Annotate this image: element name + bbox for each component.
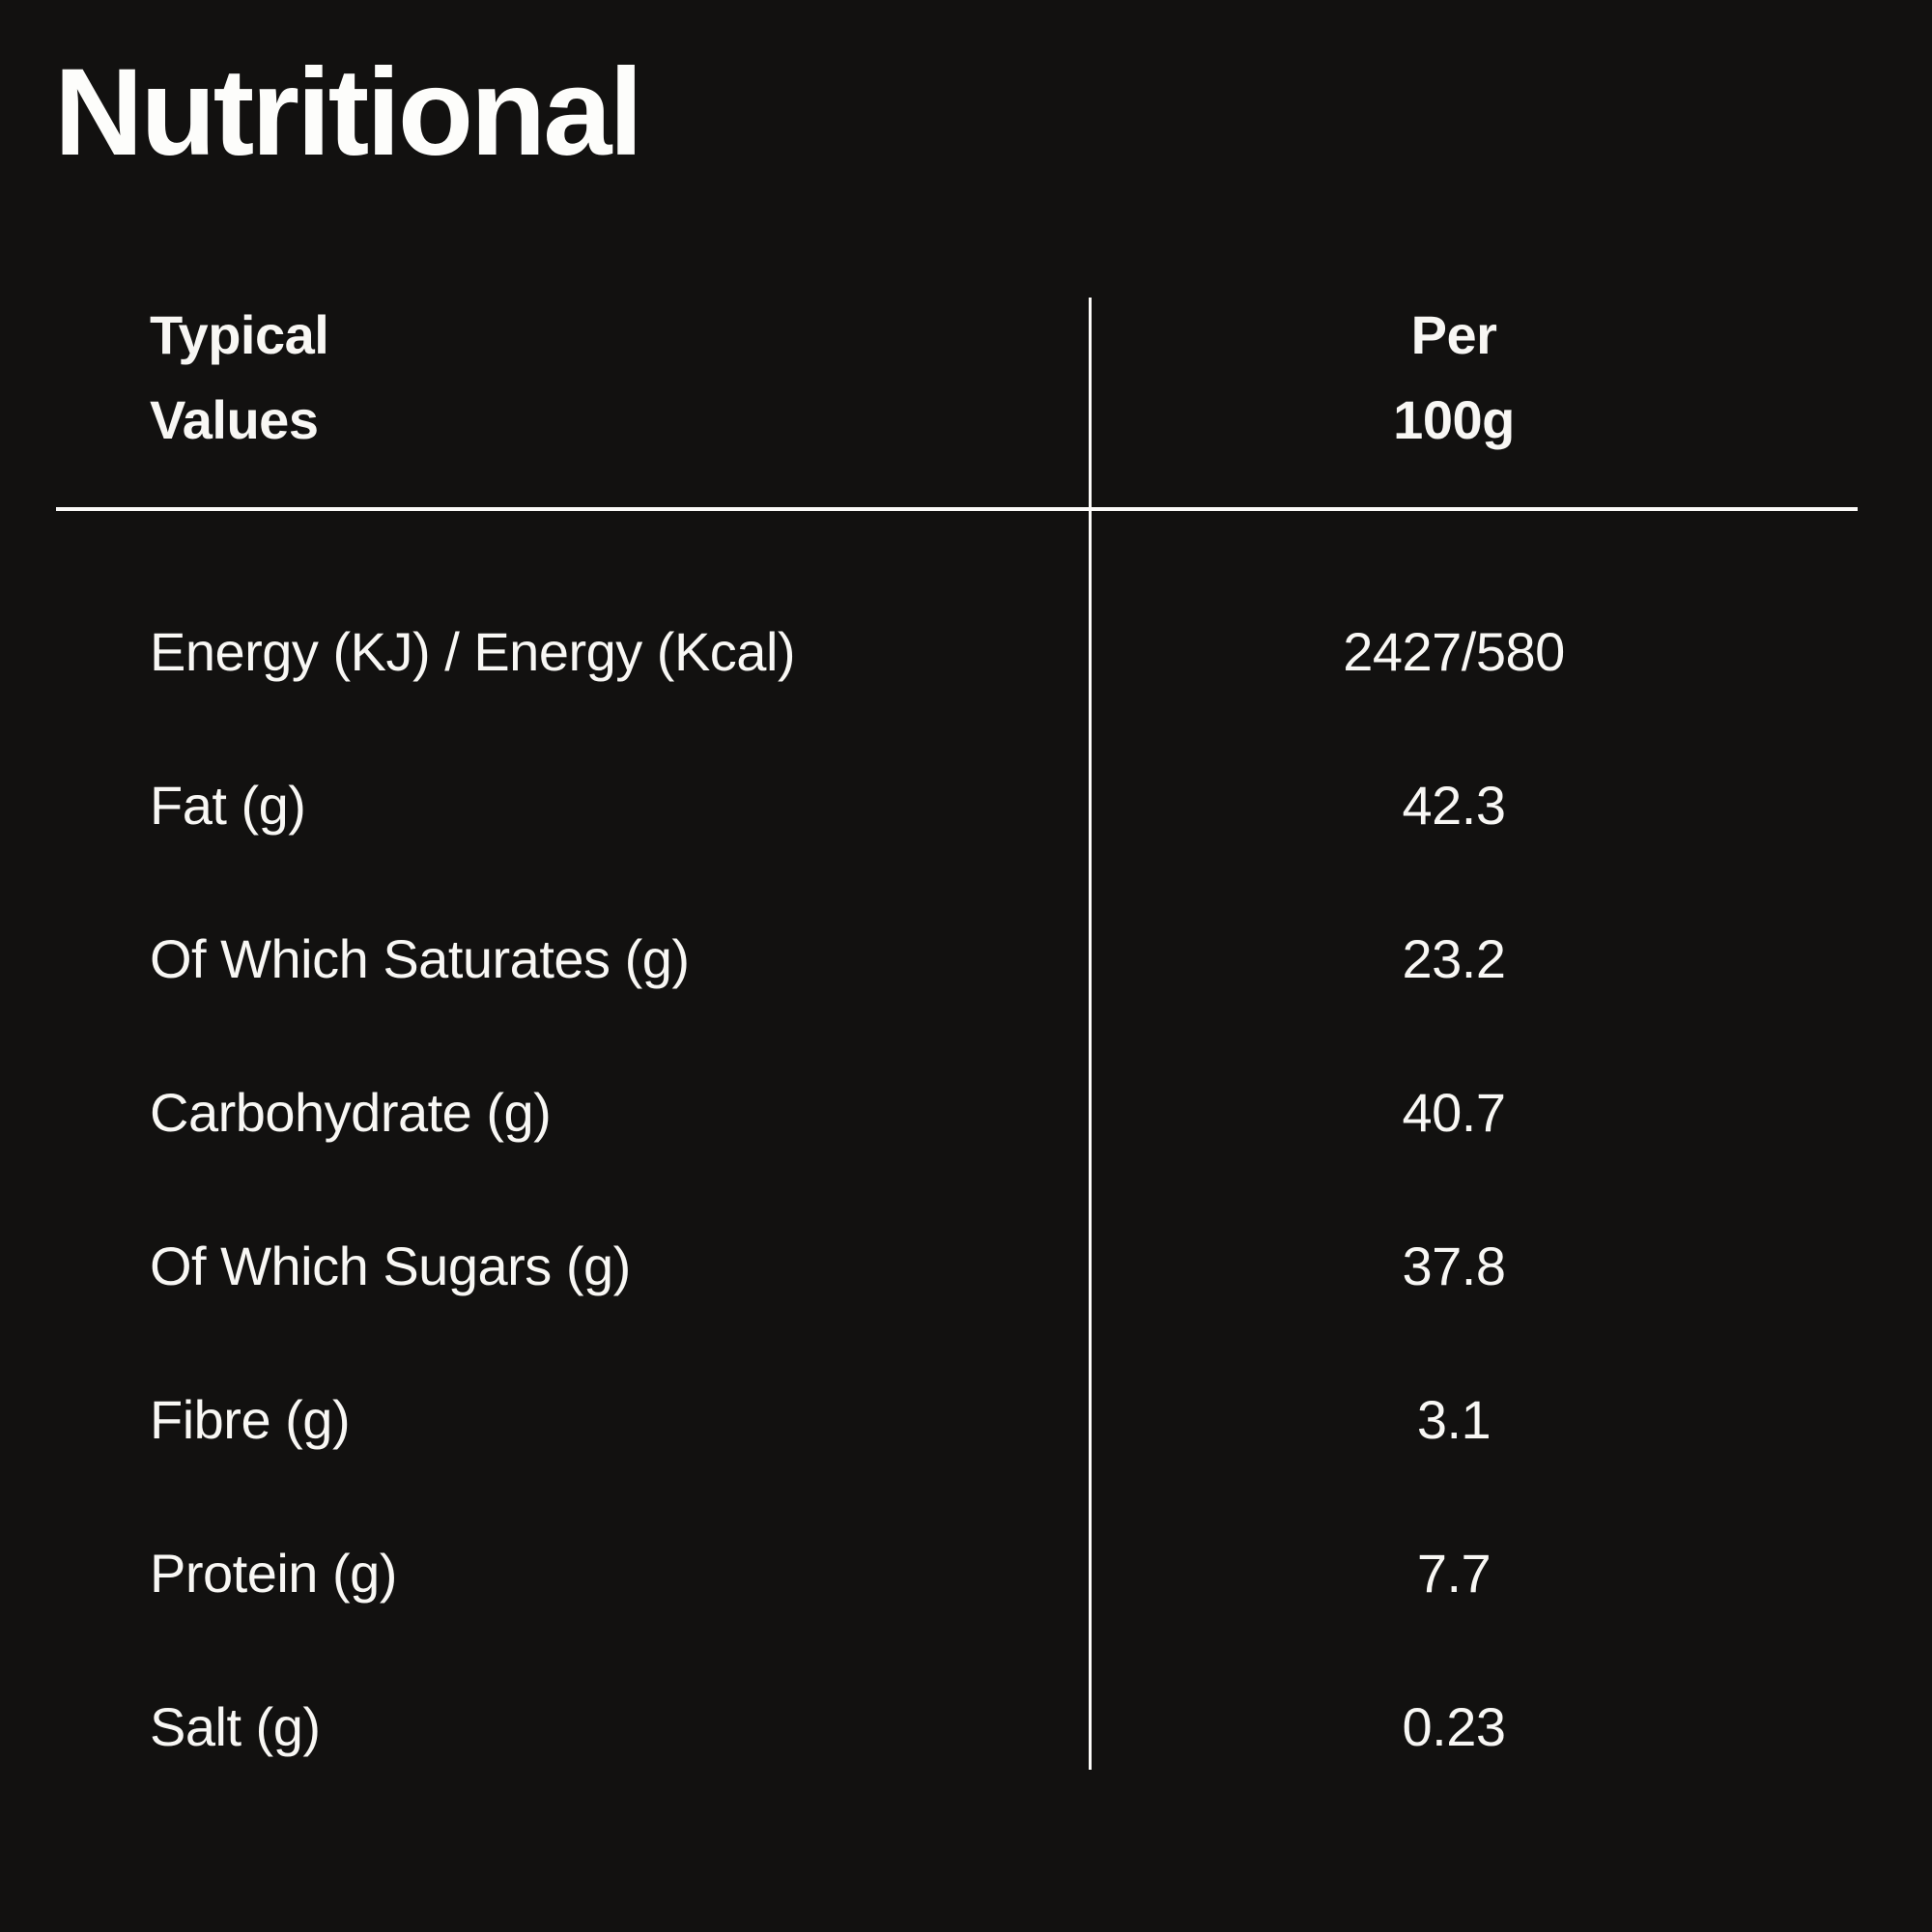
row-value: 0.23 [1402,1696,1507,1757]
table-row-energy: Energy (KJ) / Energy (Kcal) 2427/580 [56,575,1858,728]
column-header-line: Values [150,389,319,450]
row-value: 3.1 [1416,1389,1492,1450]
row-value: 7.7 [1416,1543,1492,1604]
row-label: Protein (g) [150,1543,397,1604]
row-label: Of Which Sugars (g) [150,1236,631,1296]
row-value: 23.2 [1402,928,1507,989]
row-value: 42.3 [1402,775,1507,836]
row-label: Salt (g) [150,1696,321,1757]
table-row-salt: Salt (g) 0.23 [56,1650,1858,1804]
row-label: Energy (KJ) / Energy (Kcal) [150,621,796,682]
column-header-typical-values: Typical Values [56,293,1089,463]
table-row-carbohydrate: Carbohydrate (g) 40.7 [56,1036,1858,1189]
table-header-row: Typical Values Per 100g [56,280,1858,463]
column-header-line: Per [1410,304,1497,365]
column-header-per-100g: Per 100g [1089,293,1858,463]
row-label: Carbohydrate (g) [150,1082,552,1143]
row-value: 2427/580 [1343,621,1565,682]
row-label: Fat (g) [150,775,306,836]
column-header-line: Typical [150,304,329,365]
page-title: Nutritional [54,43,643,182]
table-row-sugars: Of Which Sugars (g) 37.8 [56,1189,1858,1343]
column-header-line: 100g [1393,389,1515,450]
row-label: Fibre (g) [150,1389,351,1450]
horizontal-divider-line [56,507,1858,511]
row-value: 37.8 [1402,1236,1507,1296]
table-row-saturates: Of Which Saturates (g) 23.2 [56,882,1858,1036]
row-value: 40.7 [1402,1082,1507,1143]
table-row-fat: Fat (g) 42.3 [56,728,1858,882]
table-row-fibre: Fibre (g) 3.1 [56,1343,1858,1496]
table-body: Energy (KJ) / Energy (Kcal) 2427/580 Fat… [56,575,1858,1804]
row-label: Of Which Saturates (g) [150,928,690,989]
table-row-protein: Protein (g) 7.7 [56,1496,1858,1650]
vertical-divider-line [1089,298,1092,1770]
nutrition-table: Typical Values Per 100g Energy (KJ) / En… [56,280,1858,1804]
